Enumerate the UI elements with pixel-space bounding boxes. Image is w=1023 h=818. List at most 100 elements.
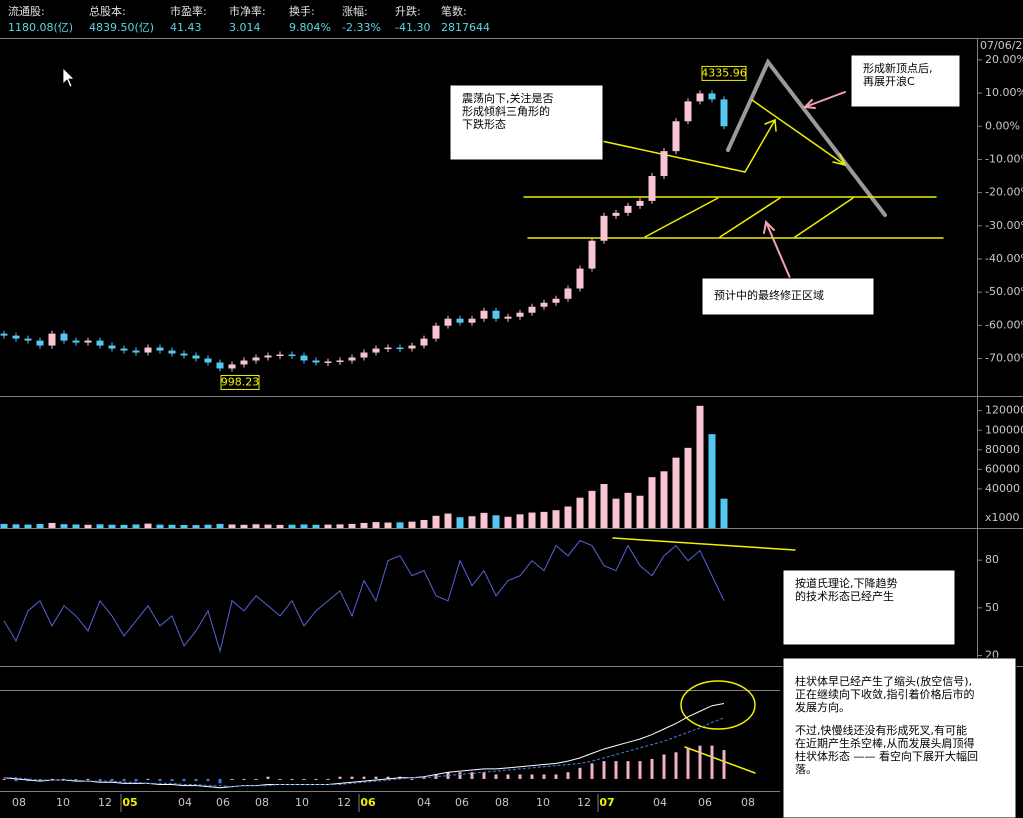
candle-body [204,358,212,363]
macd-bar [134,778,138,782]
y-tick-label: 80000 [985,443,1020,456]
y-tick-label: 0.00% [985,119,1020,132]
candle-body [72,340,80,343]
x-tick-label: 12 [577,796,591,809]
note-text: 下跌形态 [462,117,506,131]
volume-bar [468,516,476,528]
candle-body [612,212,620,216]
volume-bar [576,497,584,528]
field-value: -2.33% [342,21,381,34]
note-text: 发展方向。 [795,700,850,714]
volume-bar [132,524,140,528]
macd-bar [302,778,306,780]
macd-bar [122,778,126,782]
macd-bar [638,761,642,779]
candle-body [84,340,92,343]
volume-bar [0,523,8,528]
volume-bar [96,524,104,528]
candle-body [564,288,572,299]
macd-bar [578,767,582,779]
macd-bar [566,772,570,779]
field-value: 2817644 [441,21,490,34]
y-tick-label: 80 [985,553,999,566]
macd-bar [494,774,498,779]
volume-bar [228,524,236,528]
volume-bar [720,498,728,528]
candle-body [264,355,272,358]
candle-body [360,352,368,358]
x-tick-label: 06 [698,796,712,809]
volume-bar [672,457,680,528]
macd-bar [602,761,606,779]
x-tick-label: 08 [495,796,509,809]
volume-bar [420,519,428,528]
note-text: 柱状体早已经产生了缩头(放空信号), [795,674,972,688]
volume-bar [144,523,152,528]
macd-bar [50,778,54,780]
candle-body [720,99,728,127]
x-tick-label: 08 [255,796,269,809]
macd-bar [206,778,210,782]
field-label: 换手: [289,4,315,18]
macd-bar [458,772,462,779]
candle-body [228,364,236,369]
macd-bar [590,763,594,779]
volume-bar [660,471,668,528]
volume-bar [72,524,80,528]
volume-bar [36,523,44,528]
field-value: 9.804% [289,21,331,34]
x-tick-label: 07 [599,796,614,809]
volume-bar [384,522,392,528]
volume-bar [288,524,296,528]
candle-body [108,345,116,349]
y-tick-label: -10.00% [985,152,1023,165]
volume-bar [12,524,20,528]
volume-bar [300,524,308,528]
x-tick-label: 04 [653,796,667,809]
low-label: 998.23 [221,375,260,388]
volume-bar [564,506,572,528]
high-label: 4335.96 [701,66,747,79]
hatch-line [794,197,854,238]
candle-body [528,306,536,313]
volume-bar [348,523,356,528]
candle-body [12,335,20,339]
candle-body [60,333,68,341]
volume-bar [408,521,416,528]
x-tick-label: 06 [360,796,376,809]
volume-bar [708,434,716,528]
macd-bar [482,772,486,779]
volume-bar [684,447,692,528]
macd-bar [338,776,342,779]
macd-bar [530,774,534,779]
macd-bar [446,772,450,779]
macd-bar [506,774,510,779]
candle-body [240,360,248,365]
note-box [782,569,956,646]
macd-bar [386,776,390,779]
macd-bar [554,774,558,779]
macd-bar [254,778,258,780]
volume-bar [396,522,404,528]
x-tick-label: 12 [98,796,112,809]
candle-body [36,340,44,346]
candle-body [372,348,380,353]
candle-body [48,333,56,346]
candle-body [144,347,152,353]
indicator-line [3,540,725,653]
candle-body [660,151,668,177]
candle-body [396,347,404,350]
macd-bar [650,758,654,779]
trend-line [684,746,756,774]
field-value: -41.30 [395,21,430,34]
arrow-head [763,219,775,234]
note-text: 在近期产生杀空棒,从而发展头肩顶得 [795,736,975,750]
x-tick-label: 08 [12,796,26,809]
field-label: 涨幅: [342,5,368,18]
volume-bar [180,524,188,528]
macd-bar [374,776,378,779]
volume-bar [264,524,272,528]
y-tick-label: 10.00% [985,86,1023,99]
candle-body [420,338,428,346]
candle-body [708,93,716,100]
